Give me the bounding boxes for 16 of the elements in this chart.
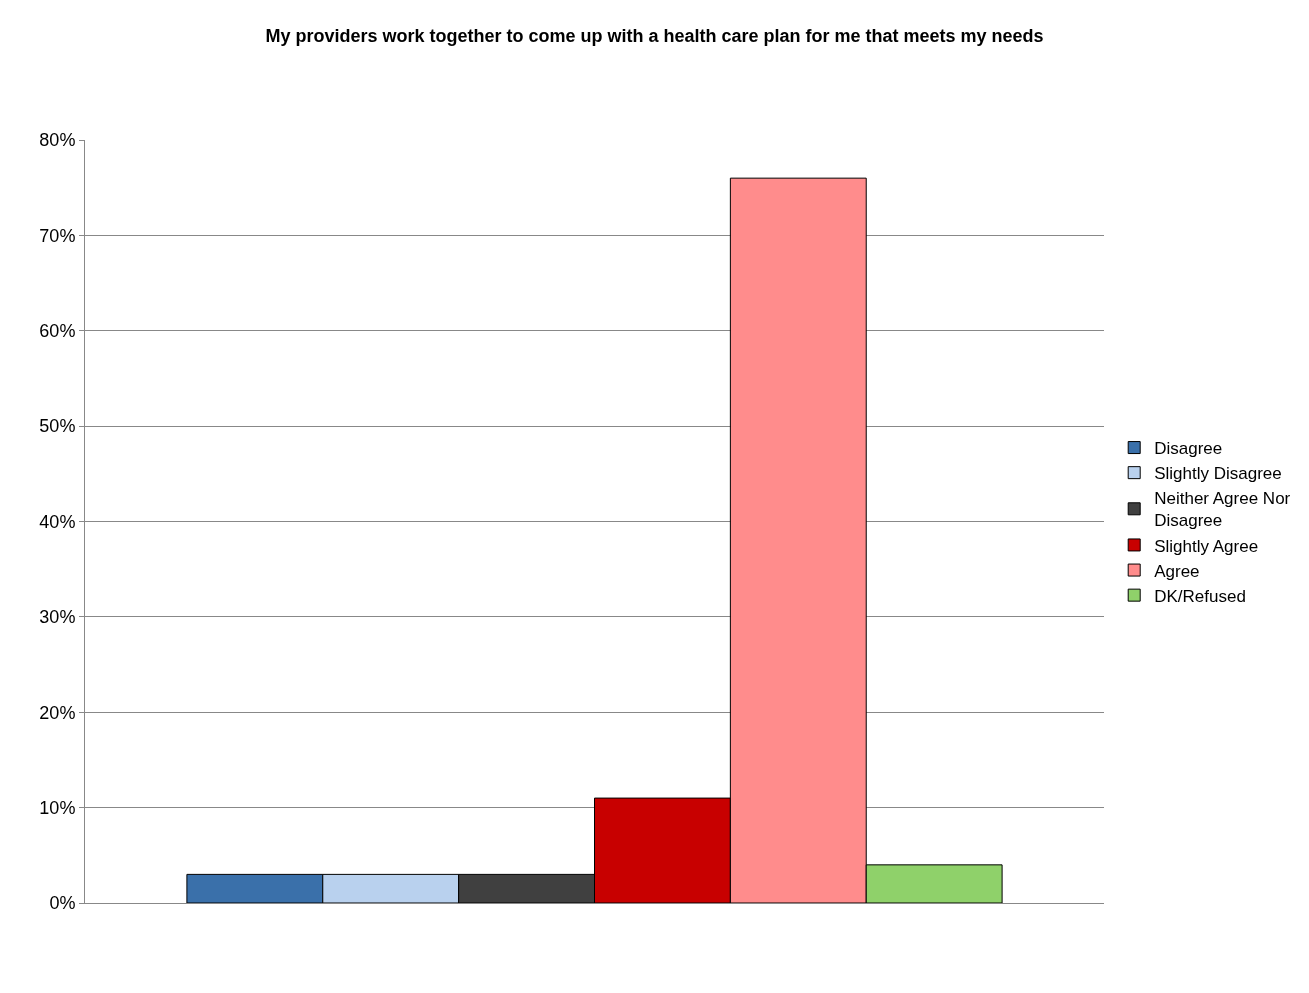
y-tick-label: 50% (39, 416, 76, 437)
legend-label: DK/Refused (1154, 586, 1246, 606)
y-tick-label: 70% (39, 225, 76, 246)
legend-label: Slightly Disagree (1154, 464, 1282, 484)
y-tick-label: 40% (39, 511, 76, 532)
y-tick-label: 20% (39, 702, 76, 723)
y-tick-label: 30% (39, 607, 76, 628)
y-tick-label: 0% (49, 893, 76, 914)
legend-label: Disagree (1154, 439, 1223, 459)
legend-label: Neither Agree Nor Disagree (1154, 489, 1291, 531)
legend-label: Slightly Agree (1154, 536, 1259, 556)
y-tick-label: 60% (39, 321, 76, 342)
y-tick-label: 80% (39, 130, 76, 151)
legend-label: Agree (1154, 561, 1200, 581)
chart-title: My providers work together to come up with a health care plan for me that meets my needs (265, 26, 1044, 47)
y-tick-label: 10% (39, 797, 76, 818)
